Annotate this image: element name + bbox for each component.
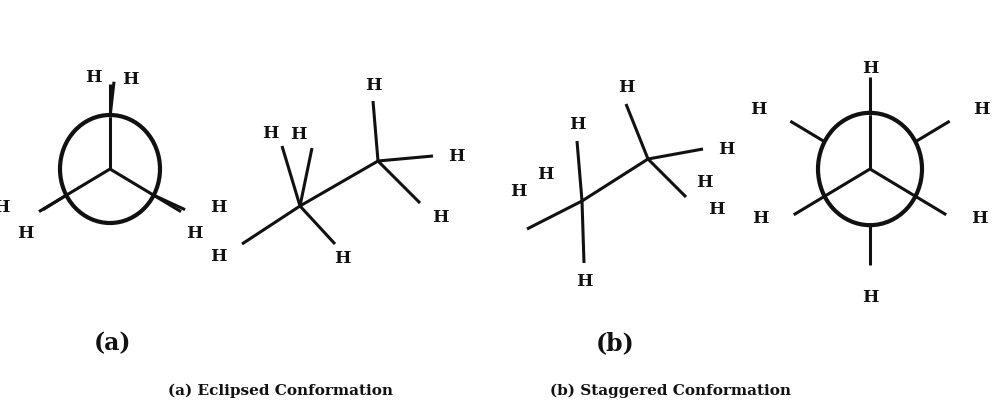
Text: H: H	[862, 60, 878, 76]
Text: H: H	[576, 272, 592, 289]
Text: (a) Eclipsed Conformation: (a) Eclipsed Conformation	[168, 384, 392, 398]
Text: H: H	[718, 141, 735, 157]
Text: H: H	[0, 199, 10, 216]
Text: H: H	[751, 101, 767, 118]
Text: H: H	[210, 199, 227, 216]
Text: H: H	[511, 182, 527, 199]
Text: H: H	[210, 247, 227, 265]
Text: H: H	[122, 71, 138, 88]
Text: H: H	[334, 249, 350, 266]
Text: H: H	[569, 115, 585, 132]
Text: H: H	[618, 79, 634, 95]
Text: H: H	[971, 210, 987, 227]
Text: H: H	[86, 69, 102, 85]
Text: (b): (b)	[596, 331, 634, 355]
Text: H: H	[696, 173, 713, 191]
Text: (a): (a)	[93, 331, 131, 355]
Text: H: H	[448, 148, 464, 164]
Text: H: H	[973, 101, 989, 118]
Text: H: H	[708, 201, 724, 217]
Text: H: H	[290, 125, 306, 143]
Text: (b) Staggered Conformation: (b) Staggered Conformation	[550, 384, 790, 398]
Text: H: H	[262, 125, 278, 141]
Text: H: H	[18, 225, 34, 242]
Text: H: H	[753, 210, 769, 227]
Text: H: H	[538, 166, 554, 182]
Text: H: H	[365, 76, 381, 93]
Text: H: H	[186, 225, 202, 242]
Text: H: H	[432, 208, 448, 226]
Text: H: H	[862, 289, 878, 306]
